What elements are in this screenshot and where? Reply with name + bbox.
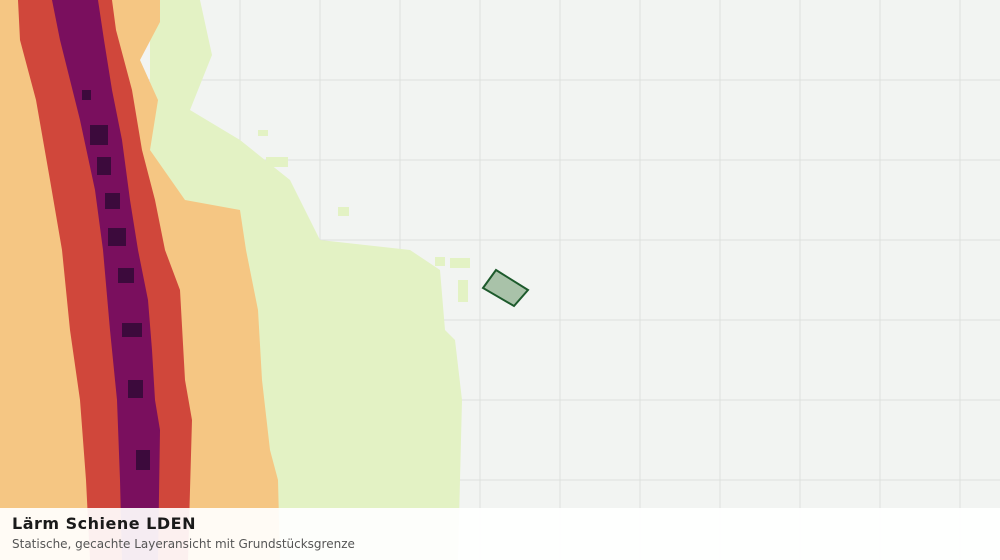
info-panel: Lärm Schiene LDEN Statische, gecachte La…	[0, 508, 1000, 560]
noise-core	[82, 90, 150, 470]
noise-patches	[258, 130, 470, 302]
noise-band-very-high	[52, 0, 160, 560]
parcel-boundary[interactable]	[481, 268, 530, 308]
layer-title: Lärm Schiene LDEN	[12, 514, 196, 533]
layer-subtitle: Statische, gecachte Layeransicht mit Gru…	[12, 537, 355, 551]
